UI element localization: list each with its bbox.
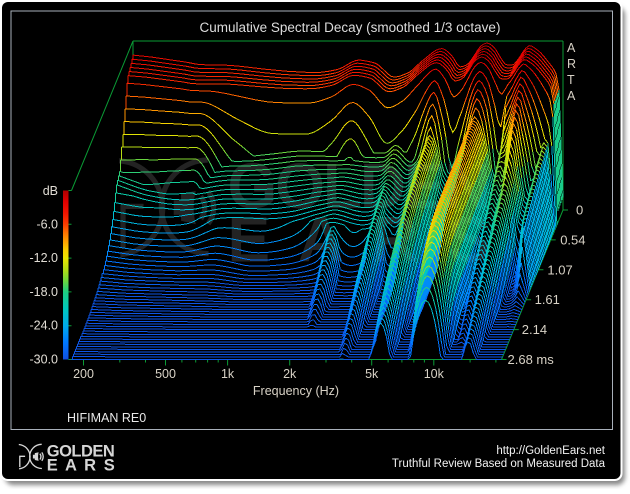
svg-text:1k: 1k [221, 367, 235, 381]
svg-text:200: 200 [73, 367, 94, 381]
svg-text:-6.0: -6.0 [36, 217, 58, 231]
svg-text:http://GoldenEars.net: http://GoldenEars.net [496, 445, 605, 457]
svg-text:1.07: 1.07 [547, 262, 572, 277]
svg-text:500: 500 [155, 367, 176, 381]
svg-text:-30.0: -30.0 [30, 353, 59, 367]
svg-text:Frequency (Hz): Frequency (Hz) [253, 384, 339, 398]
svg-text:Cumulative Spectral Decay (smo: Cumulative Spectral Decay (smoothed 1/3 … [200, 20, 501, 35]
svg-text:T: T [567, 73, 575, 87]
svg-text:1.61: 1.61 [535, 292, 560, 307]
svg-text:5k: 5k [365, 367, 379, 381]
svg-text:-18.0: -18.0 [30, 285, 59, 299]
svg-text:0.54: 0.54 [560, 232, 585, 247]
svg-text:Truthful Review Based on Measu: Truthful Review Based on Measured Data [392, 458, 606, 470]
svg-text:A: A [567, 89, 576, 103]
svg-text:10k: 10k [424, 367, 445, 381]
svg-text:R: R [567, 57, 576, 71]
svg-text:0: 0 [576, 203, 583, 218]
svg-text:dB: dB [43, 184, 58, 198]
svg-text:-24.0: -24.0 [30, 319, 59, 333]
svg-text:A: A [567, 41, 576, 55]
svg-text:2.14: 2.14 [522, 322, 547, 337]
svg-text:-12.0: -12.0 [30, 251, 59, 265]
svg-text:2k: 2k [283, 367, 297, 381]
svg-text:2.68 ms: 2.68 ms [508, 352, 555, 367]
svg-text:HIFIMAN RE0: HIFIMAN RE0 [67, 411, 146, 425]
